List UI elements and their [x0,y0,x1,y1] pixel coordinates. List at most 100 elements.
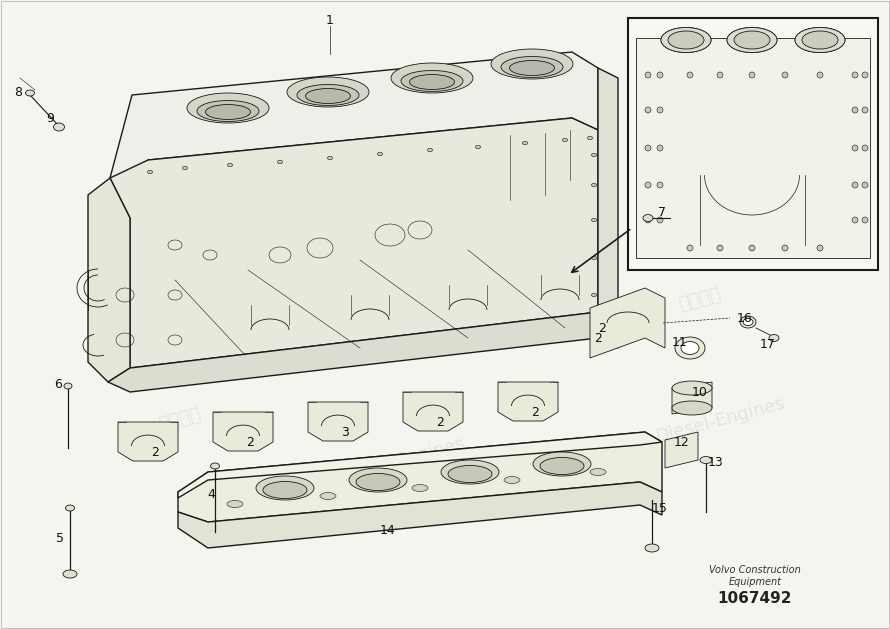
Ellipse shape [687,72,693,78]
Ellipse shape [278,160,282,164]
Ellipse shape [672,381,712,395]
Ellipse shape [852,217,858,223]
Ellipse shape [769,335,779,342]
Ellipse shape [681,342,699,355]
Polygon shape [88,178,130,382]
Ellipse shape [64,383,72,389]
Ellipse shape [749,245,755,251]
Ellipse shape [412,484,428,491]
Ellipse shape [862,145,868,151]
Ellipse shape [727,28,777,52]
Ellipse shape [852,107,858,113]
Ellipse shape [320,493,336,499]
Ellipse shape [409,74,455,89]
Text: 4: 4 [207,489,215,501]
Ellipse shape [657,182,663,188]
Text: 11: 11 [672,335,688,348]
Text: 14: 14 [380,523,396,537]
Text: 12: 12 [674,435,690,448]
Polygon shape [308,402,368,441]
Ellipse shape [592,153,596,157]
Ellipse shape [53,123,64,131]
Polygon shape [636,38,870,258]
Ellipse shape [356,474,400,491]
Ellipse shape [657,217,663,223]
Text: 1: 1 [326,13,334,26]
Ellipse shape [734,31,770,49]
Ellipse shape [817,245,823,251]
Polygon shape [598,68,618,322]
Ellipse shape [590,469,606,476]
Polygon shape [403,392,463,431]
Text: 9: 9 [46,111,54,125]
Ellipse shape [862,72,868,78]
Ellipse shape [256,476,314,500]
Polygon shape [590,288,665,358]
Ellipse shape [592,293,596,297]
Ellipse shape [211,463,220,469]
Ellipse shape [740,316,756,328]
Ellipse shape [717,72,723,78]
Polygon shape [672,382,712,414]
Ellipse shape [475,145,481,148]
Ellipse shape [862,182,868,188]
Ellipse shape [643,214,653,221]
Polygon shape [178,482,662,548]
Ellipse shape [749,72,755,78]
Text: Equipment: Equipment [729,577,781,587]
Ellipse shape [734,31,770,49]
Ellipse shape [657,107,663,113]
Ellipse shape [795,28,845,52]
Ellipse shape [297,84,359,106]
Text: 8: 8 [14,86,22,99]
Polygon shape [498,382,558,421]
Polygon shape [178,432,662,522]
Ellipse shape [717,245,723,251]
Ellipse shape [377,152,383,156]
Ellipse shape [817,72,823,78]
Ellipse shape [305,89,351,104]
Text: 7: 7 [658,206,666,220]
Ellipse shape [668,31,704,49]
Text: 17: 17 [760,338,776,352]
Ellipse shape [675,337,705,359]
Text: 2: 2 [531,406,539,418]
Ellipse shape [782,72,788,78]
Ellipse shape [491,49,573,79]
Text: 2: 2 [598,321,606,335]
Ellipse shape [700,457,712,464]
Ellipse shape [661,28,711,52]
Text: Diesel-Engines: Diesel-Engines [334,434,466,486]
Ellipse shape [782,245,788,251]
Ellipse shape [187,93,269,123]
Ellipse shape [148,170,152,174]
Ellipse shape [533,452,591,476]
Ellipse shape [795,28,845,52]
Ellipse shape [427,148,433,152]
Text: 1067492: 1067492 [717,591,792,606]
Text: 2: 2 [436,416,444,428]
Text: 紧发动门: 紧发动门 [677,286,723,314]
Ellipse shape [63,570,77,578]
Text: 紧发动门: 紧发动门 [157,406,203,434]
Ellipse shape [587,136,593,140]
Ellipse shape [645,182,651,188]
Ellipse shape [182,166,188,170]
Text: 紧发动门: 紧发动门 [107,166,153,194]
Ellipse shape [862,217,868,223]
Ellipse shape [401,70,463,91]
Ellipse shape [287,77,369,107]
Ellipse shape [206,104,250,120]
Ellipse shape [657,72,663,78]
Ellipse shape [852,182,858,188]
Ellipse shape [852,72,858,78]
Ellipse shape [727,28,777,52]
Ellipse shape [228,164,232,167]
Polygon shape [108,312,618,392]
Ellipse shape [672,401,712,415]
Polygon shape [213,412,273,451]
Ellipse shape [592,183,596,187]
Ellipse shape [540,457,584,474]
Polygon shape [665,432,698,468]
Ellipse shape [852,145,858,151]
